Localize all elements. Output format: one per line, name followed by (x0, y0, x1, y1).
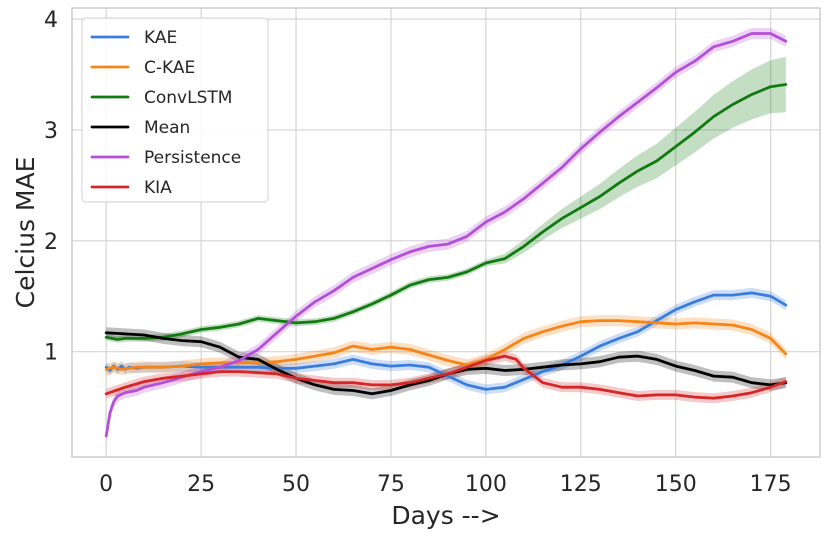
series-lines (104, 32, 788, 438)
band-c-kae (106, 315, 786, 375)
legend-label-convlstm: ConvLSTM (144, 88, 232, 108)
x-tick-label: 150 (655, 472, 697, 497)
x-tick-label: 0 (99, 472, 113, 497)
x-axis: 0 25 50 75 100 125 150 175 (99, 472, 791, 497)
y-tick-label: 1 (44, 341, 58, 366)
legend-label-persistence: Persistence (144, 148, 241, 168)
legend: KAE C-KAE ConvLSTM Mean Persistence KIA (81, 17, 269, 203)
series-line-persistence (104, 32, 788, 438)
y-tick-label: 2 (44, 230, 58, 255)
y-axis: 1 2 3 4 (44, 8, 58, 366)
series-line-convlstm (104, 83, 788, 341)
x-tick-label: 175 (750, 472, 792, 497)
y-axis-label: Celcius MAE (11, 157, 40, 309)
x-tick-label: 25 (187, 472, 215, 497)
band-kia (106, 351, 786, 404)
x-axis-label: Days --> (391, 501, 500, 530)
series-line-kia (104, 354, 788, 400)
legend-label-c-kae: C-KAE (144, 58, 195, 78)
x-tick-label: 100 (465, 472, 507, 497)
plot-frame (71, 7, 821, 458)
y-tick-label: 4 (44, 8, 58, 33)
band-persistence (106, 28, 786, 442)
legend-label-mean: Mean (144, 118, 190, 138)
x-tick-label: 125 (560, 472, 602, 497)
legend-label-kae: KAE (144, 28, 177, 48)
x-tick-label: 50 (282, 472, 310, 497)
legend-label-kia: KIA (144, 178, 172, 198)
series-line-c-kae (104, 319, 788, 371)
y-tick-label: 3 (44, 119, 58, 144)
x-tick-label: 75 (377, 472, 405, 497)
